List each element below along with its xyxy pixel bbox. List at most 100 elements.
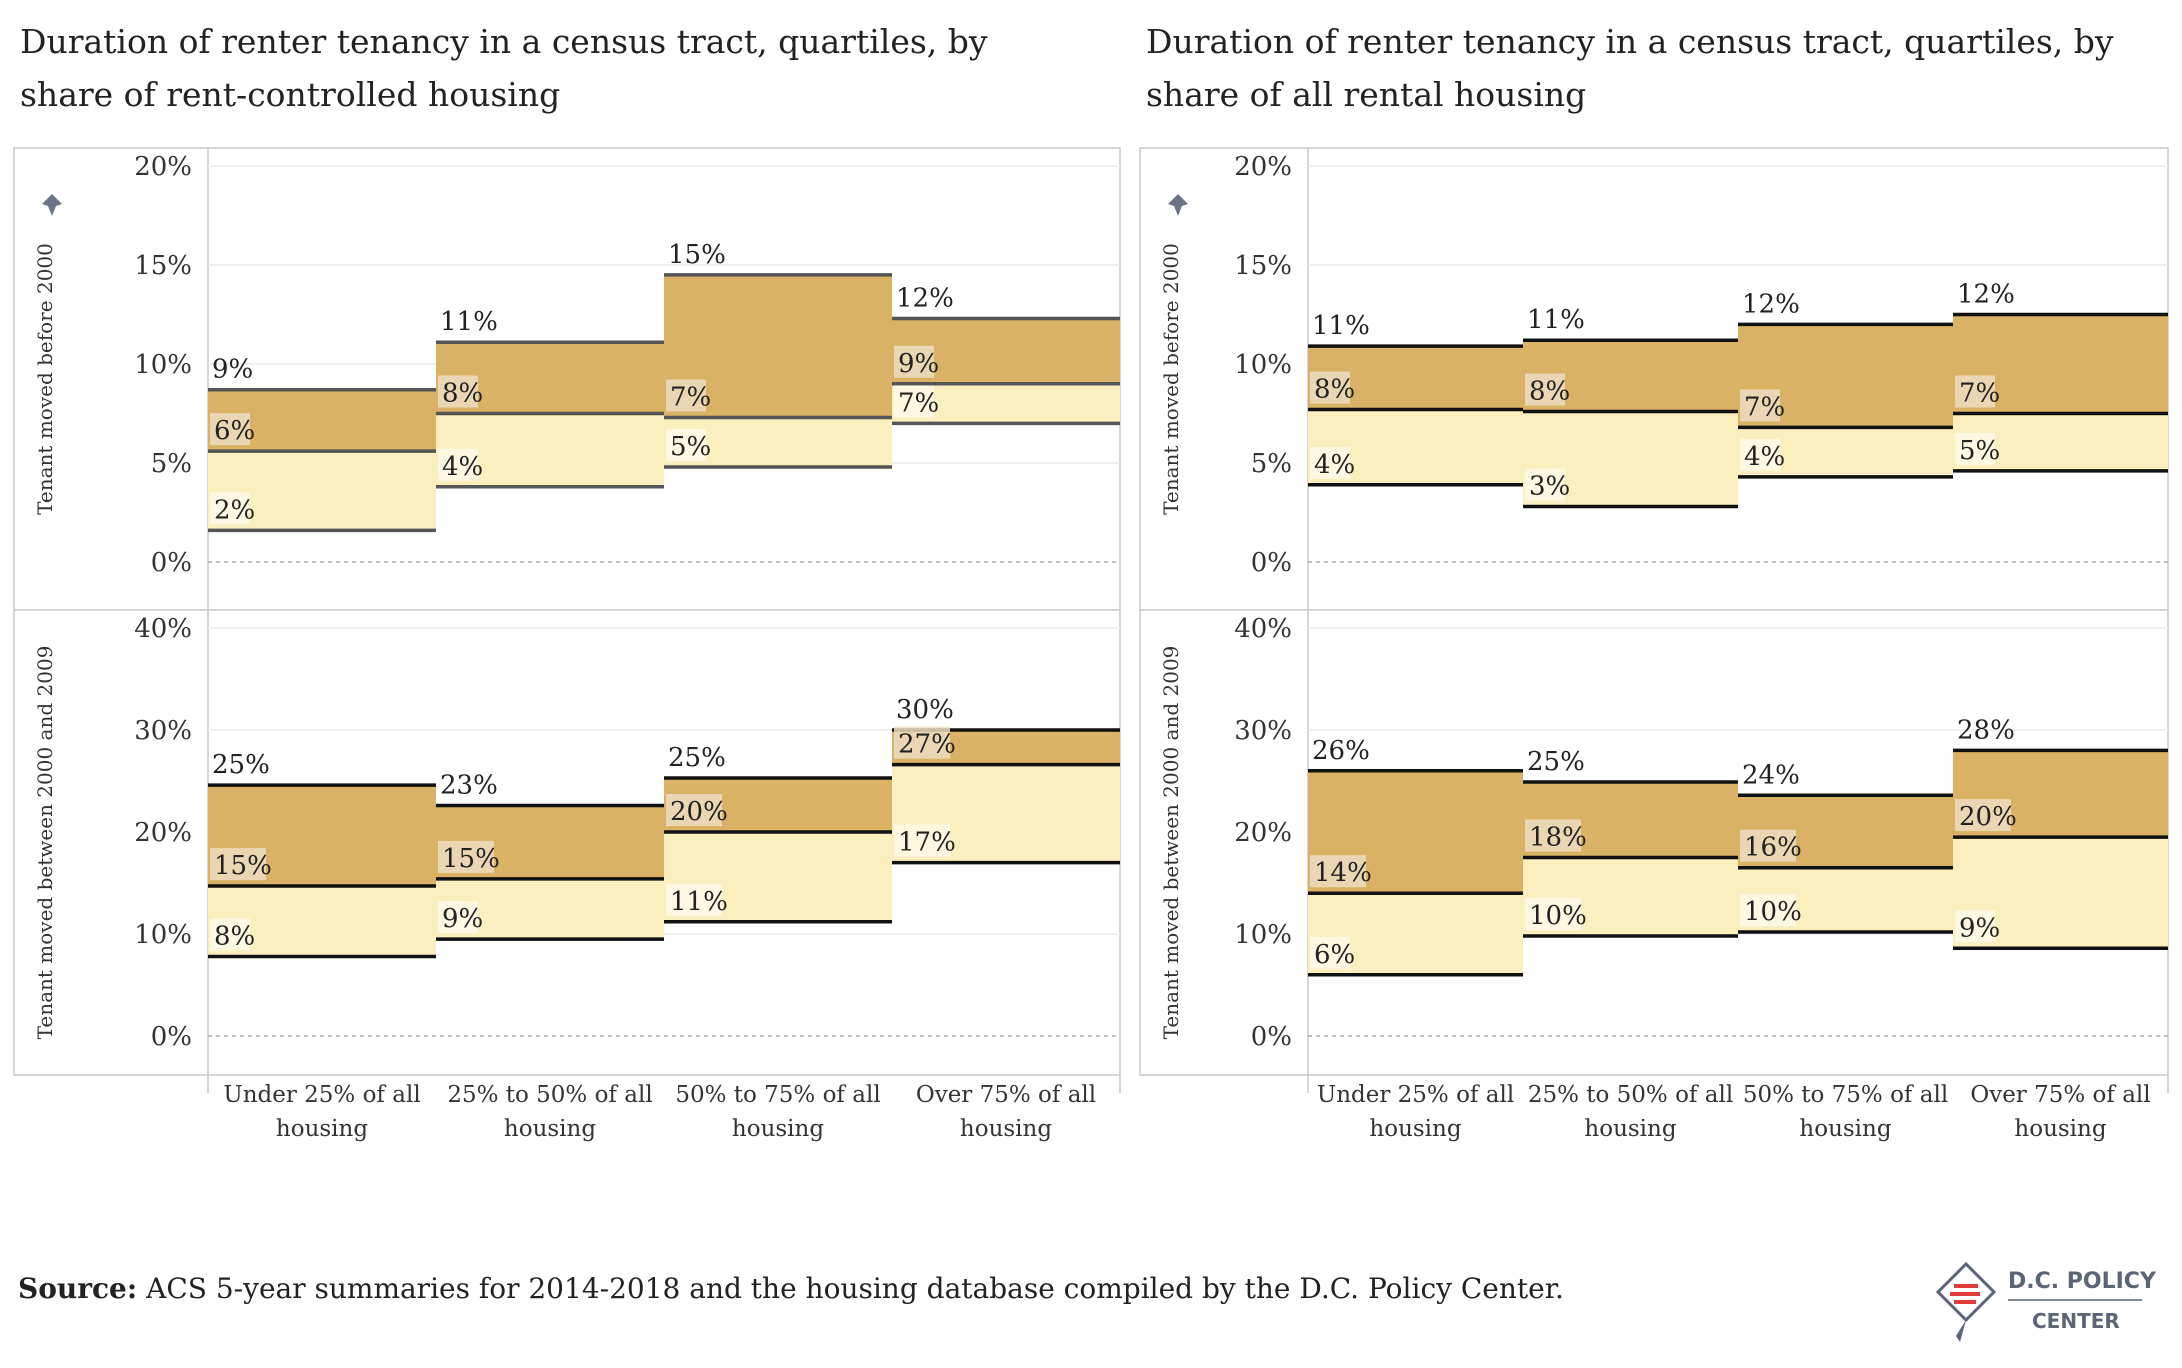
q1-label-bg: [894, 385, 934, 418]
y-tick-label: 20%: [134, 152, 192, 182]
logo-text-line2: CENTER: [2032, 1309, 2120, 1333]
row-label: Tenant moved before 2000: [33, 243, 57, 515]
median-label-bg: [894, 726, 950, 759]
row-label: Tenant moved before 2000: [1159, 243, 1183, 515]
q1-data-label: 4%: [1314, 450, 1355, 480]
q1-data-label: 11%: [670, 887, 728, 917]
q1-data-label: 2%: [214, 495, 255, 525]
median-label-bg: [1955, 375, 1995, 408]
q3-data-label: 12%: [1742, 289, 1800, 319]
q1-data-label: 9%: [1959, 913, 2000, 943]
q3-data-label: 25%: [668, 743, 726, 773]
q1-label-bg: [666, 428, 706, 461]
x-category-label: Under 25% of all: [1317, 1082, 1514, 1108]
y-tick-label: 20%: [134, 818, 192, 848]
q1-label-bg: [438, 901, 478, 934]
y-tick-label: 20%: [1234, 152, 1292, 182]
q1-data-label: 4%: [442, 452, 483, 482]
q1-label-bg: [1955, 432, 1995, 465]
chart-panels: 0% 5% 10% 15% 20% Tenant moved before 2000 9% 6…: [13, 147, 2169, 1142]
logo-text-line1: D.C. POLICY: [2008, 1269, 2157, 1294]
q1-label-bg: [1310, 446, 1350, 479]
q3-data-label: 25%: [212, 750, 270, 780]
q1-data-label: 5%: [1959, 436, 2000, 466]
row-label: Tenant moved between 2000 and 2009: [1159, 646, 1183, 1040]
y-tick-label: 0%: [151, 1022, 192, 1052]
pin-icon: [42, 194, 62, 216]
q1-data-label: 10%: [1744, 897, 1802, 927]
x-category-label: 25% to 50% of all: [447, 1082, 652, 1108]
q3-data-label: 25%: [1527, 747, 1585, 777]
median-data-label: 7%: [1959, 379, 2000, 409]
q1-data-label: 5%: [670, 432, 711, 462]
q1-data-label: 4%: [1744, 442, 1785, 472]
median-label-bg: [894, 345, 934, 378]
q3-data-label: 24%: [1742, 760, 1800, 790]
y-tick-label: 40%: [134, 614, 192, 644]
y-tick-label: 10%: [134, 350, 192, 380]
q1-label-bg: [210, 918, 250, 951]
x-category-label: 50% to 75% of all: [675, 1082, 880, 1108]
median-label-bg: [210, 848, 266, 881]
x-category-label: housing: [1799, 1116, 1891, 1142]
median-data-label: 8%: [1529, 377, 1570, 407]
median-label-bg: [1955, 799, 2011, 832]
median-label-bg: [210, 413, 250, 446]
median-data-label: 20%: [1959, 802, 2017, 832]
source-label: Source:: [18, 1272, 138, 1305]
panel-frame: [1139, 147, 2169, 1076]
x-category-label: Under 25% of all: [223, 1082, 420, 1108]
median-label-bg: [666, 379, 706, 412]
x-category-label: housing: [1369, 1116, 1461, 1142]
median-data-label: 8%: [442, 379, 483, 409]
median-label-bg: [1525, 373, 1565, 406]
y-tick-label: 40%: [1234, 614, 1292, 644]
q3-data-label: 12%: [896, 283, 954, 313]
q3-data-label: 15%: [668, 240, 726, 270]
chart-title-left-line2: share of rent-controlled housing: [20, 75, 560, 114]
chart-title-right-line1: Duration of renter tenancy in a census t…: [1146, 22, 2114, 61]
q3-data-label: 30%: [896, 695, 954, 725]
median-label-bg: [1525, 819, 1581, 852]
chart-title-left-line1: Duration of renter tenancy in a census t…: [20, 22, 988, 61]
q3-data-label: 26%: [1312, 736, 1370, 766]
median-label-bg: [1310, 855, 1366, 888]
q1-label-bg: [210, 492, 250, 525]
q3-data-label: 11%: [1527, 305, 1585, 335]
x-category-label: 25% to 50% of all: [1528, 1082, 1733, 1108]
q1-data-label: 7%: [898, 388, 939, 418]
median-data-label: 20%: [670, 797, 728, 827]
y-tick-label: 5%: [151, 449, 192, 479]
median-data-label: 16%: [1744, 833, 1802, 863]
y-tick-label: 15%: [1234, 251, 1292, 281]
q1-data-label: 10%: [1529, 901, 1587, 931]
median-label-bg: [438, 840, 494, 873]
q1-data-label: 8%: [214, 921, 255, 951]
dc-policy-center-logo: D.C. POLICY CENTER: [1935, 1261, 2157, 1342]
median-data-label: 15%: [214, 851, 272, 881]
x-category-label: housing: [732, 1116, 824, 1142]
median-data-label: 6%: [214, 416, 255, 446]
q1-data-label: 3%: [1529, 472, 1570, 502]
median-data-label: 18%: [1529, 823, 1587, 853]
q3-data-label: 28%: [1957, 715, 2015, 745]
y-tick-label: 0%: [1251, 548, 1292, 578]
x-category-label: 50% to 75% of all: [1743, 1082, 1948, 1108]
y-tick-label: 20%: [1234, 818, 1292, 848]
q1-label-bg: [438, 448, 478, 481]
y-tick-label: 10%: [1234, 350, 1292, 380]
x-category-label: housing: [276, 1116, 368, 1142]
dc-map-icon: [1935, 1261, 1997, 1342]
source-text: ACS 5-year summaries for 2014-2018 and t…: [137, 1272, 1564, 1305]
x-category-label: housing: [2014, 1116, 2106, 1142]
q1-data-label: 6%: [1314, 940, 1355, 970]
median-data-label: 9%: [898, 349, 939, 379]
x-category-label: Over 75% of all: [1970, 1082, 2150, 1108]
q3-data-label: 12%: [1957, 280, 2015, 310]
median-data-label: 8%: [1314, 375, 1355, 405]
y-tick-label: 10%: [134, 920, 192, 950]
y-tick-label: 30%: [134, 716, 192, 746]
q1-label-bg: [1525, 898, 1581, 931]
median-data-label: 14%: [1314, 858, 1372, 888]
y-tick-label: 0%: [1251, 1022, 1292, 1052]
